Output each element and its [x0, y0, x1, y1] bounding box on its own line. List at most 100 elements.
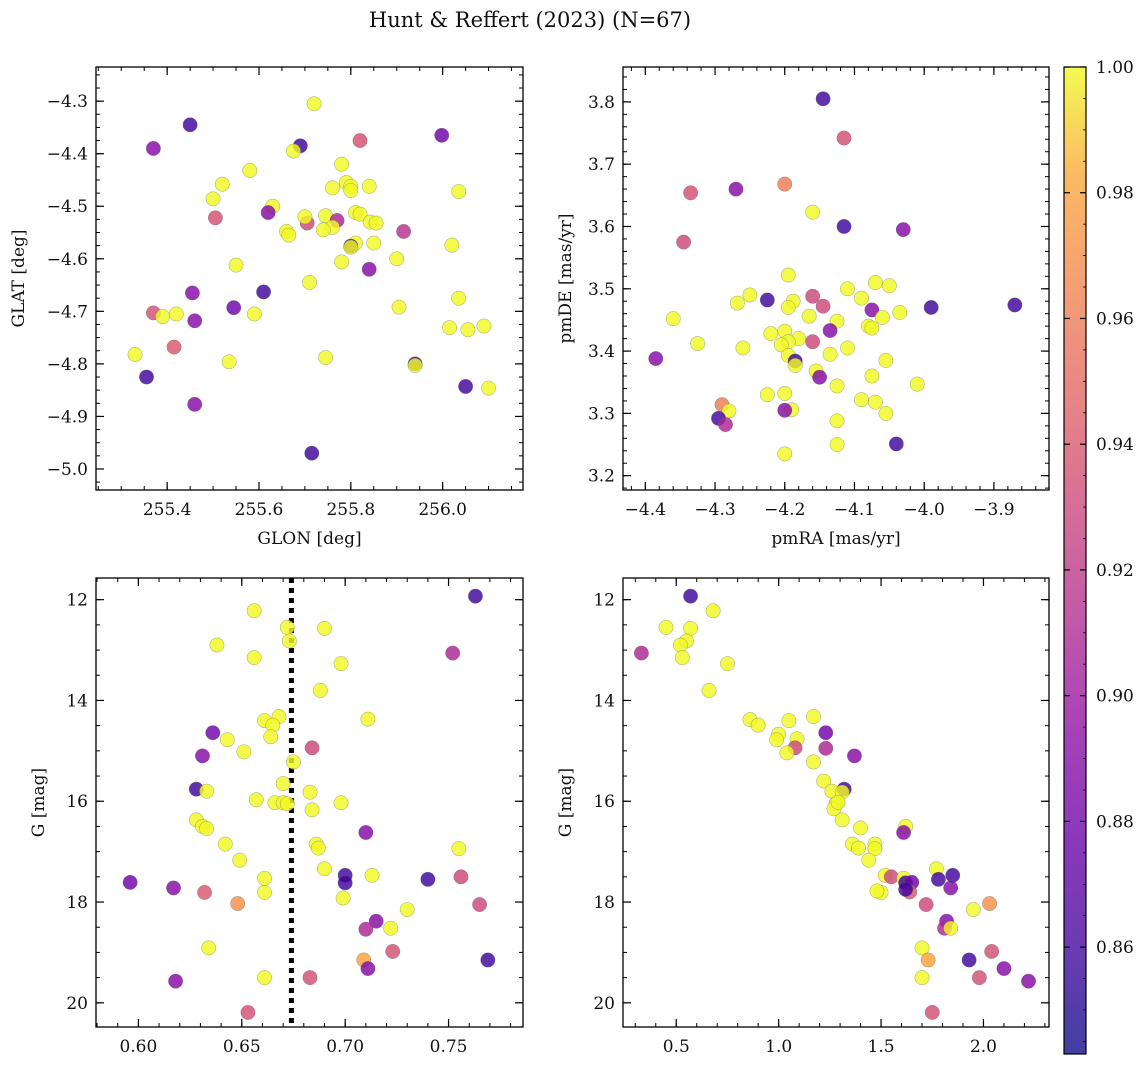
data-point — [851, 840, 866, 856]
y-tick-label: −4.7 — [47, 302, 88, 322]
data-point — [221, 354, 237, 370]
data-point — [302, 970, 318, 986]
data-point — [442, 320, 457, 336]
x-tick-label: 2.0 — [970, 1037, 997, 1057]
x-tick-label: −4.4 — [625, 500, 666, 520]
colorbar-tick-label: 0.86 — [1096, 938, 1134, 958]
data-point — [343, 239, 359, 255]
data-point — [780, 300, 796, 315]
y-tick-label: 12 — [593, 591, 615, 611]
data-point — [317, 861, 332, 877]
data-point — [122, 874, 138, 890]
data-point — [281, 633, 297, 649]
data-point — [829, 378, 845, 394]
data-point — [780, 267, 796, 283]
data-point — [205, 191, 221, 207]
data-point — [420, 871, 436, 887]
colorbar-tick-label: 0.96 — [1096, 309, 1134, 329]
data-point — [705, 603, 721, 619]
data-point — [648, 351, 664, 366]
data-point — [777, 176, 793, 192]
data-point — [864, 368, 880, 384]
data-point — [861, 852, 877, 868]
data-point — [683, 185, 699, 201]
data-point — [924, 1004, 940, 1020]
data-point — [187, 313, 203, 329]
point-layer — [633, 588, 1036, 1020]
data-point — [182, 117, 198, 133]
data-point — [302, 274, 317, 290]
x-tick-label: −4.3 — [694, 500, 735, 520]
data-point — [257, 885, 272, 900]
data-point — [961, 952, 977, 968]
data-point — [361, 261, 377, 277]
data-point — [285, 143, 301, 159]
data-point — [312, 682, 328, 698]
data-point — [822, 323, 838, 338]
data-point — [729, 295, 745, 311]
data-point — [801, 308, 817, 324]
data-point — [718, 417, 733, 433]
data-point — [816, 773, 832, 789]
plot-area — [96, 578, 523, 1027]
data-point — [914, 940, 930, 956]
data-point — [240, 1004, 256, 1020]
data-point — [389, 251, 405, 267]
data-point — [971, 970, 987, 986]
data-point — [920, 952, 936, 968]
panel-g-plx-scatter: 0.600.650.700.751214161820Plx [mas]G [ma… — [29, 577, 524, 1067]
data-point — [352, 133, 368, 149]
data-point — [343, 183, 359, 198]
data-point — [481, 380, 497, 396]
data-point — [763, 326, 779, 342]
data-point — [683, 588, 699, 604]
data-point — [232, 852, 248, 868]
point-layer — [122, 578, 496, 1027]
data-point — [195, 748, 210, 764]
data-point — [396, 224, 412, 239]
data-point — [898, 881, 914, 897]
y-tick-label: −4.4 — [47, 145, 88, 165]
data-point — [633, 645, 649, 661]
y-tick-label: 12 — [66, 591, 88, 611]
data-point — [360, 961, 376, 976]
data-point — [279, 619, 295, 635]
data-point — [168, 306, 184, 322]
y-tick-label: 3.6 — [588, 217, 615, 237]
data-point — [205, 725, 221, 741]
x-tick-label: −4.0 — [904, 500, 945, 520]
data-point — [864, 320, 880, 336]
data-point — [444, 237, 460, 253]
y-tick-label: 3.5 — [588, 280, 615, 300]
data-point — [836, 130, 852, 146]
y-axis-label: G [mag] — [556, 768, 576, 837]
data-point — [805, 334, 821, 350]
data-point — [759, 292, 775, 308]
data-point — [333, 656, 349, 672]
data-point — [391, 299, 407, 315]
x-tick-label: 0.65 — [223, 1037, 261, 1057]
data-point — [127, 346, 143, 362]
data-point — [304, 740, 320, 756]
data-point — [445, 645, 461, 661]
data-point — [361, 178, 377, 194]
data-point — [909, 376, 925, 392]
data-point — [364, 867, 380, 883]
x-axis-label: GLON [deg] — [257, 529, 361, 549]
x-tick-label: 255.8 — [326, 500, 375, 520]
data-point — [892, 305, 908, 320]
x-tick-label: 0.70 — [326, 1037, 364, 1057]
y-tick-label: 20 — [66, 994, 88, 1014]
data-point — [888, 436, 904, 452]
x-tick-label: 255.4 — [143, 500, 192, 520]
data-point — [310, 840, 326, 856]
y-tick-label: −4.9 — [47, 407, 88, 427]
data-point — [306, 96, 322, 112]
data-point — [840, 281, 855, 297]
data-point — [878, 405, 894, 421]
data-point — [982, 896, 998, 911]
data-point — [275, 776, 291, 792]
data-point — [451, 290, 467, 306]
data-point — [867, 394, 883, 410]
